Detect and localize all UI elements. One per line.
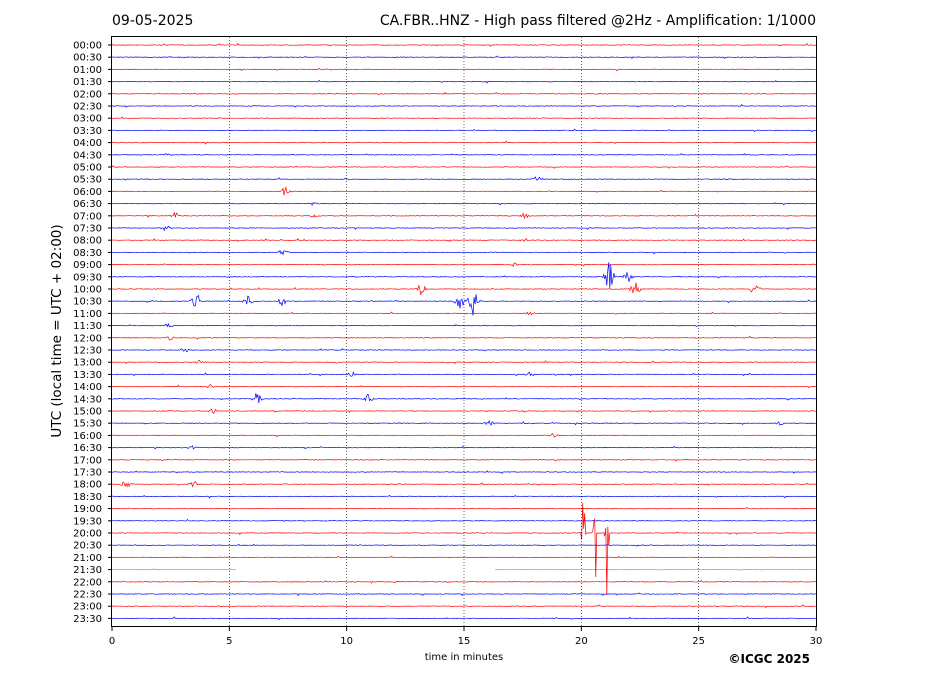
x-tick-label: 10	[340, 636, 353, 647]
trace-row	[111, 616, 817, 621]
y-tick-label: 10:00	[73, 285, 102, 296]
x-tick-label: 30	[810, 636, 823, 647]
y-tick-label: 04:00	[73, 138, 102, 149]
y-tick-label: 03:30	[73, 126, 102, 137]
y-tick-label: 22:00	[73, 577, 102, 588]
trace-row	[111, 176, 817, 181]
trace-row	[111, 384, 817, 389]
trace-row	[111, 335, 817, 341]
x-tick-label: 5	[226, 636, 232, 647]
y-tick-label: 20:30	[73, 541, 102, 552]
x-tick-label: 20	[575, 636, 588, 647]
x-axis: 0 5 10 15 20 25 30	[109, 627, 823, 647]
y-tick-label: 23:00	[73, 602, 102, 613]
trace-row	[111, 202, 817, 206]
y-tick-label: 17:30	[73, 468, 102, 479]
y-tick-label: 18:30	[73, 492, 102, 503]
y-tick-label: 16:30	[73, 443, 102, 454]
y-tick-label: 00:00	[73, 41, 102, 52]
chart-date: 09-05-2025	[112, 13, 193, 29]
y-tick-label: 04:30	[73, 150, 102, 161]
trace-row	[111, 371, 817, 377]
trace-row	[111, 249, 817, 256]
x-tick-label: 15	[458, 636, 471, 647]
y-tick-label: 02:00	[73, 89, 102, 100]
y-tick-label: 01:00	[73, 65, 102, 76]
trace-row	[111, 68, 817, 72]
trace-row	[111, 408, 817, 414]
y-tick-label: 12:30	[73, 346, 102, 357]
y-tick-label: 19:00	[73, 504, 102, 515]
copyright-text: ©ICGC 2025	[728, 652, 810, 666]
trace-row	[111, 433, 817, 438]
y-tick-label: 22:30	[73, 590, 102, 601]
trace-row	[111, 470, 817, 474]
trace-row	[111, 225, 817, 232]
trace-row	[111, 348, 817, 352]
trace-row	[111, 237, 817, 243]
trace-row	[111, 79, 817, 84]
y-tick-label: 20:00	[73, 529, 102, 540]
y-tick-label: 09:00	[73, 260, 102, 271]
y-tick-label: 21:00	[73, 553, 102, 564]
y-tick-label: 01:30	[73, 77, 102, 88]
y-tick-label: 10:30	[73, 297, 102, 308]
trace-row	[111, 568, 817, 571]
trace-row	[111, 419, 817, 426]
trace-row	[111, 282, 817, 296]
trace-row	[111, 555, 817, 559]
y-tick-label: 02:30	[73, 102, 102, 113]
y-tick-label: 05:30	[73, 175, 102, 186]
chart-title: CA.FBR..HNZ - High pass filtered @2Hz - …	[380, 13, 816, 29]
y-tick-label: 14:00	[73, 382, 102, 393]
vertical-gridlines	[229, 37, 699, 626]
y-tick-label: 08:00	[73, 236, 102, 247]
y-tick-label: 23:30	[73, 614, 102, 625]
x-axis-label: time in minutes	[425, 652, 504, 663]
trace-row	[111, 262, 817, 267]
y-tick-label: 11:30	[73, 321, 102, 332]
y-tick-label: 14:30	[73, 394, 102, 405]
y-axis-label: UTC (local time = UTC + 02:00)	[49, 224, 65, 437]
y-tick-label: 17:00	[73, 455, 102, 466]
y-tick-label: 16:00	[73, 431, 102, 442]
y-tick-label: 13:30	[73, 370, 102, 381]
y-tick-label: 03:00	[73, 114, 102, 125]
x-tick-label: 0	[109, 636, 115, 647]
y-tick-label: 13:00	[73, 358, 102, 369]
trace-row	[111, 502, 817, 596]
y-tick-label: 21:30	[73, 565, 102, 576]
trace-row	[111, 186, 817, 196]
trace-row	[111, 165, 817, 169]
trace-row	[111, 580, 817, 584]
trace-row	[111, 211, 817, 220]
trace-row	[111, 42, 817, 47]
plot-frame	[111, 36, 817, 627]
y-tick-label: 15:30	[73, 419, 102, 430]
trace-row	[111, 604, 817, 609]
y-tick-label: 08:30	[73, 248, 102, 259]
trace-row	[111, 359, 817, 365]
y-tick-label: 15:00	[73, 407, 102, 418]
y-tick-label: 06:30	[73, 199, 102, 210]
trace-row	[111, 262, 817, 288]
y-tick-label: 18:00	[73, 480, 102, 491]
y-tick-label: 09:30	[73, 272, 102, 283]
y-tick-label: 06:00	[73, 187, 102, 198]
y-tick-label: 11:00	[73, 309, 102, 320]
trace-row	[111, 55, 817, 60]
x-tick-label: 25	[692, 636, 705, 647]
y-tick-label: 12:00	[73, 333, 102, 344]
trace-row	[111, 445, 817, 450]
trace-row	[111, 592, 817, 597]
trace-row	[111, 543, 817, 547]
y-tick-label: 00:30	[73, 53, 102, 64]
y-tick-label: 07:00	[73, 211, 102, 222]
y-tick-label: 05:00	[73, 163, 102, 174]
trace-row	[111, 393, 817, 404]
y-tick-label: 07:30	[73, 224, 102, 235]
y-tick-label: 19:30	[73, 516, 102, 527]
